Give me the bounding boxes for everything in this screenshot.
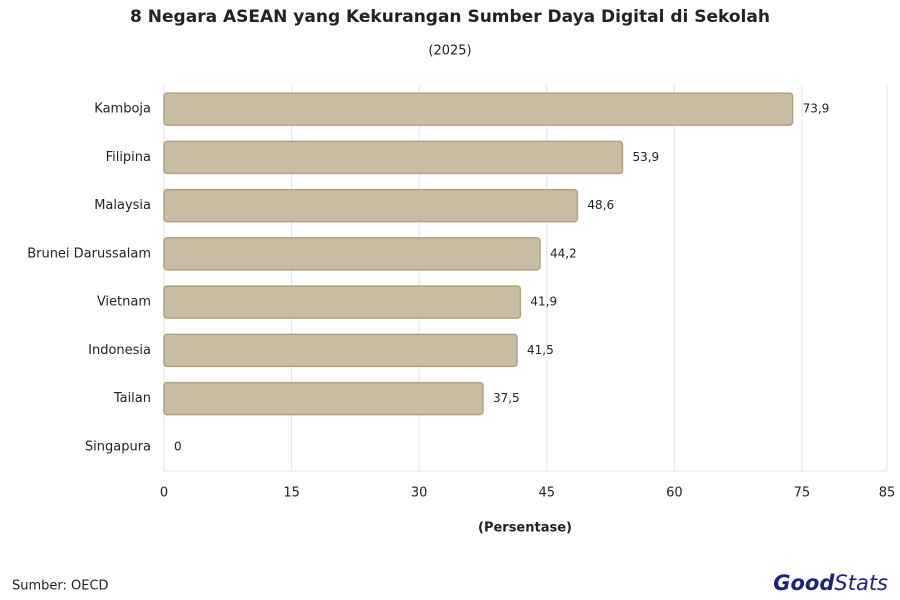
bar	[163, 188, 579, 223]
y-tick-label: Tailan	[113, 391, 151, 406]
x-tick-label: 45	[538, 486, 555, 501]
bar	[163, 381, 484, 416]
logo-part: Good	[773, 571, 835, 595]
value-label: 53,9	[632, 150, 659, 164]
x-tick-label: 0	[160, 486, 168, 501]
y-tick-label: Brunei Darussalam	[27, 246, 151, 261]
value-label: 44,2	[550, 246, 577, 260]
y-tick-label: Singapura	[85, 439, 151, 454]
chart-subtitle: (2025)	[428, 44, 471, 59]
bar	[163, 92, 794, 126]
bar	[163, 237, 541, 271]
y-tick-label: Malaysia	[94, 198, 151, 213]
x-tick-label: 85	[879, 486, 896, 501]
y-tick-label: Kamboja	[94, 102, 151, 117]
x-tick-label: 30	[411, 486, 428, 501]
logo-part: Stats	[834, 571, 888, 595]
value-label: 48,6	[587, 198, 614, 212]
value-label: 41,5	[527, 343, 554, 357]
logo: GoodStats	[773, 571, 888, 595]
bar	[163, 333, 518, 368]
y-tick-label: Filipina	[106, 150, 151, 165]
bar	[163, 140, 624, 175]
x-axis-label: (Persentase)	[478, 521, 572, 536]
source: Sumber: OECD	[12, 579, 109, 594]
value-label: 0	[174, 439, 182, 453]
chart-title: 8 Negara ASEAN yang Kekurangan Sumber Da…	[130, 7, 770, 27]
value-label: 73,9	[803, 102, 830, 116]
y-tick-label: Indonesia	[88, 343, 151, 358]
value-label: 37,5	[493, 391, 520, 405]
x-tick-label: 15	[283, 486, 300, 501]
value-label: 41,9	[530, 295, 557, 309]
bar	[163, 285, 522, 319]
x-tick-label: 75	[794, 486, 811, 501]
x-tick-label: 60	[666, 486, 683, 501]
y-tick-label: Vietnam	[97, 295, 151, 310]
